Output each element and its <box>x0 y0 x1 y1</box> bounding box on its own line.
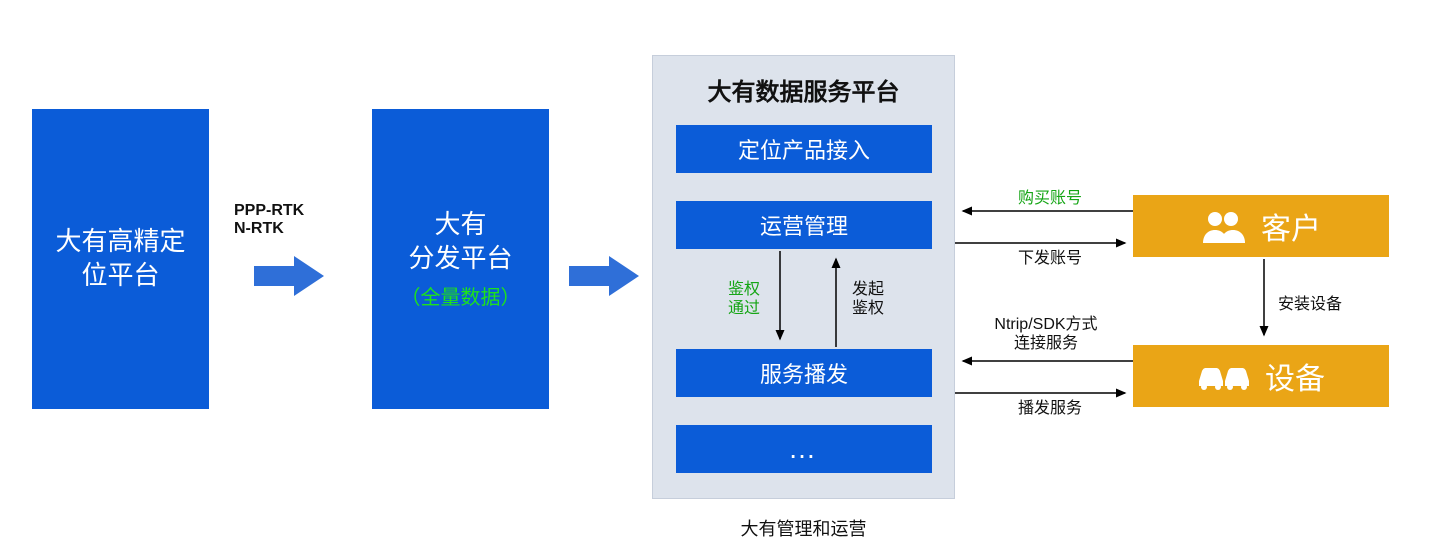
text-line: N-RTK <box>234 220 344 238</box>
arrow1-label: PPP-RTK N-RTK <box>234 202 344 238</box>
text-line: Ntrip/SDK方式 <box>971 315 1121 334</box>
node-positioning-platform: 大有高精定 位平台 <box>32 109 209 409</box>
edge-connect <box>955 354 1133 368</box>
panel-title: 大有数据服务平台 <box>652 72 955 107</box>
edge-buy-label: 购买账号 <box>990 184 1110 208</box>
text-line: 客户 <box>1261 204 1321 248</box>
v-arrow-up <box>826 251 846 347</box>
text-line: 位平台 <box>81 260 159 290</box>
text-line: 连接服务 <box>971 334 1121 353</box>
diagram-stage: 大有高精定 位平台 PPP-RTK N-RTK 大有 分发平台 （全量数据） 大… <box>0 0 1444 559</box>
edge-cast-label: 播发服务 <box>990 394 1110 418</box>
panel-caption: 大有管理和运营 <box>652 515 955 541</box>
big-arrow-1 <box>254 256 324 296</box>
text-line: 通过 <box>720 299 768 318</box>
node-device: 设备 <box>1133 345 1389 407</box>
panel-box-access: 定位产品接入 <box>676 125 932 173</box>
text-line: 大有管理和运营 <box>741 519 867 539</box>
panel-box-ops: 运营管理 <box>676 201 932 249</box>
text-line: 定位产品接入 <box>738 133 870 165</box>
v-arrow-down <box>770 251 790 347</box>
text-line: 发起 <box>844 280 892 299</box>
text-line: 大有 <box>434 209 486 239</box>
cars-icon <box>1197 361 1251 391</box>
subtext: （全量数据） <box>401 287 521 309</box>
panel-box-svc: 服务播发 <box>676 349 932 397</box>
text-line: 设备 <box>1265 354 1325 398</box>
node-distribution-platform: 大有 分发平台 （全量数据） <box>372 109 549 409</box>
text-line: … <box>788 433 820 465</box>
edge-issue-label: 下发账号 <box>990 244 1110 268</box>
install-label: 安装设备 <box>1278 290 1368 314</box>
panel-box-more: … <box>676 425 932 473</box>
v-label-right: 发起 鉴权 <box>844 280 892 318</box>
text-line: 鉴权 <box>720 280 768 299</box>
text-line: 鉴权 <box>844 299 892 318</box>
install-arrow <box>1254 259 1274 343</box>
text-line: 分发平台 <box>408 243 512 273</box>
text-line: 运营管理 <box>760 209 848 241</box>
users-icon <box>1201 209 1247 243</box>
text-line: 大有高精定 <box>55 226 185 256</box>
text-line: 播发服务 <box>1018 400 1082 417</box>
node-customer: 客户 <box>1133 195 1389 257</box>
edge-connect-label: Ntrip/SDK方式 连接服务 <box>971 315 1121 353</box>
text-line: 下发账号 <box>1018 250 1082 267</box>
text-line: PPP-RTK <box>234 202 344 220</box>
text-line: 服务播发 <box>760 357 848 389</box>
big-arrow-2 <box>569 256 639 296</box>
text-line: 安装设备 <box>1278 296 1342 313</box>
v-label-left: 鉴权 通过 <box>720 280 768 318</box>
text-line: 购买账号 <box>1018 190 1082 207</box>
text-line: 大有数据服务平台 <box>708 79 900 106</box>
